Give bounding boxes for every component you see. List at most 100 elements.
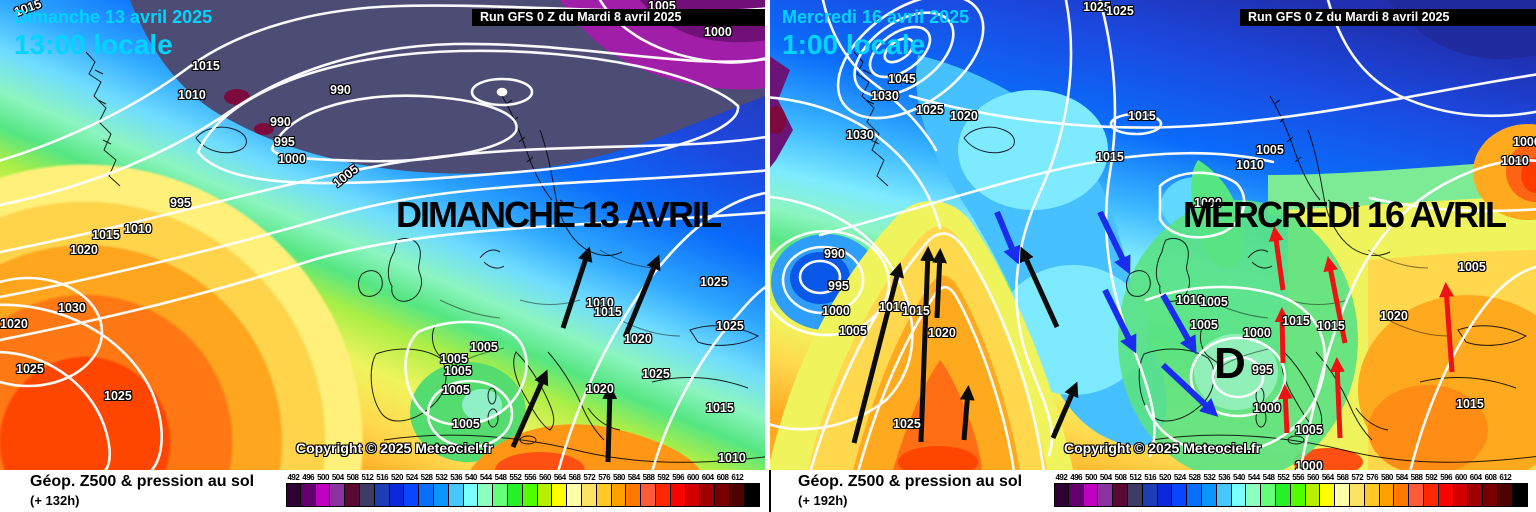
scale-swatch [1098, 483, 1114, 507]
scale-value: 592 [657, 473, 670, 482]
scale-value: 576 [1366, 473, 1379, 482]
wind-arrow-red [1323, 256, 1348, 344]
pressure-label: 1010 [586, 296, 614, 310]
scale-swatch [1068, 483, 1084, 507]
scale-swatch [1172, 483, 1188, 507]
scale-value: 544 [479, 473, 492, 482]
scale-swatch [286, 483, 301, 507]
pressure-label: 1015 [706, 401, 734, 415]
scale-value: 588 [1410, 473, 1423, 482]
pressure-label: 1000 [1194, 196, 1222, 210]
pressure-label: 995 [170, 196, 191, 210]
scale-value: 520 [391, 473, 403, 482]
scale-swatch [641, 483, 656, 507]
forecast-day-title: MERCREDI 16 AVRIL [1183, 194, 1507, 235]
scale-value: 496 [302, 473, 315, 482]
pressure-label: 1030 [871, 89, 899, 103]
scale-value: 548 [494, 473, 507, 482]
panel-mercredi: 1025 1025 1045 1030 1025 1020 1030 1015 1015 1005… [768, 0, 1536, 512]
scale-cell-end [1512, 472, 1528, 507]
scale-value: 540 [1233, 473, 1245, 482]
scale-swatch [374, 483, 390, 507]
pressure-label: 1005 [1190, 318, 1218, 332]
scale-value: 568 [568, 473, 581, 482]
pressure-label: 1010 [718, 451, 746, 465]
pressure-label: 990 [270, 115, 291, 129]
wind-arrow-blue [1160, 362, 1219, 417]
scale-value: 572 [583, 473, 596, 482]
wind-arrow-black [932, 248, 948, 319]
scale-swatch [537, 483, 553, 507]
scale-swatch [1379, 483, 1395, 507]
scale-value: 544 [1247, 473, 1260, 482]
ridge-hot-core [898, 446, 978, 470]
scale-swatch [655, 483, 671, 507]
color-scale: 492 496 500 504 508 512 516 520 524 528 532 536 540 5… [1054, 472, 1528, 507]
wind-arrow-black [560, 246, 593, 329]
scale-value: 608 [716, 473, 729, 482]
scale-swatch [1497, 483, 1513, 507]
pressure-label: 1005 [330, 161, 362, 191]
scale-cell: 568 [567, 472, 582, 507]
pressure-label: 1005 [1458, 260, 1486, 274]
scale-value: 552 [509, 473, 522, 482]
scale-value: 524 [1173, 473, 1186, 482]
pressure-label: 1015 [1128, 109, 1156, 123]
scale-swatch [1349, 483, 1365, 507]
scale-value: 572 [1351, 473, 1364, 482]
scale-swatch [330, 483, 346, 507]
ridge-deep-orange [893, 360, 982, 470]
scale-value: 580 [613, 473, 625, 482]
scale-swatch [685, 483, 701, 507]
valid-datetime: Mercredi 16 avril 2025 1:00 locale [782, 7, 969, 61]
scale-swatch [1290, 483, 1306, 507]
forecast-day-title: DIMANCHE 13 AVRIL [396, 194, 722, 235]
wind-arrow-black [959, 385, 975, 441]
scale-swatch [1201, 483, 1217, 507]
scale-value: 516 [376, 473, 389, 482]
pressure-label: 1015 [1317, 319, 1345, 333]
scale-value: 584 [1395, 473, 1408, 482]
scale-cell: 552 [1275, 472, 1291, 507]
pressure-label: 1005 [470, 340, 498, 354]
pressure-label: 1025 [700, 275, 728, 289]
scale-swatch [700, 483, 716, 507]
scale-swatch [626, 483, 642, 507]
scale-value: 528 [1188, 473, 1201, 482]
scale-cell: 532 [433, 472, 449, 507]
pressure-label: 1010 [879, 300, 907, 314]
wind-arrow-black [602, 384, 618, 463]
scale-cell: 500 [1083, 472, 1099, 507]
scale-cell: 536 [448, 472, 464, 507]
scale-swatch [1246, 483, 1262, 507]
scale-cell: 572 [1349, 472, 1365, 507]
scale-value: 512 [361, 473, 374, 482]
pressure-label: 995 [828, 279, 849, 293]
wind-arrow-black [1019, 246, 1060, 329]
scale-swatch [581, 483, 597, 507]
scale-swatch [315, 483, 331, 507]
scale-value: 584 [627, 473, 640, 482]
depression-marker: D [1214, 339, 1246, 388]
scale-cell: 604 [700, 472, 716, 507]
hot-core-south [1293, 448, 1363, 470]
scale-value: 504 [331, 473, 344, 482]
wind-arrow-black [918, 246, 936, 443]
scale-value: 528 [420, 473, 433, 482]
scale-value: 536 [450, 473, 463, 482]
balkans-cool-core [462, 389, 502, 421]
scale-cell: 536 [1216, 472, 1232, 507]
scale-swatch [1305, 483, 1321, 507]
scale-value: 524 [405, 473, 418, 482]
scale-swatch-end [1512, 483, 1528, 507]
scale-cell: 508 [345, 472, 360, 507]
pressure-label: 1000 [278, 152, 306, 166]
flow-arrows-right [851, 210, 1455, 444]
scale-cell: 584 [626, 472, 642, 507]
geopotential-map-right [768, 0, 1536, 470]
atlantic-ridge-bullseye [0, 0, 768, 470]
scale-cell: 528 [419, 472, 434, 507]
scale-swatch [404, 483, 420, 507]
pressure-label: 1025 [893, 417, 921, 431]
pressure-label: 1015 [1282, 314, 1310, 328]
